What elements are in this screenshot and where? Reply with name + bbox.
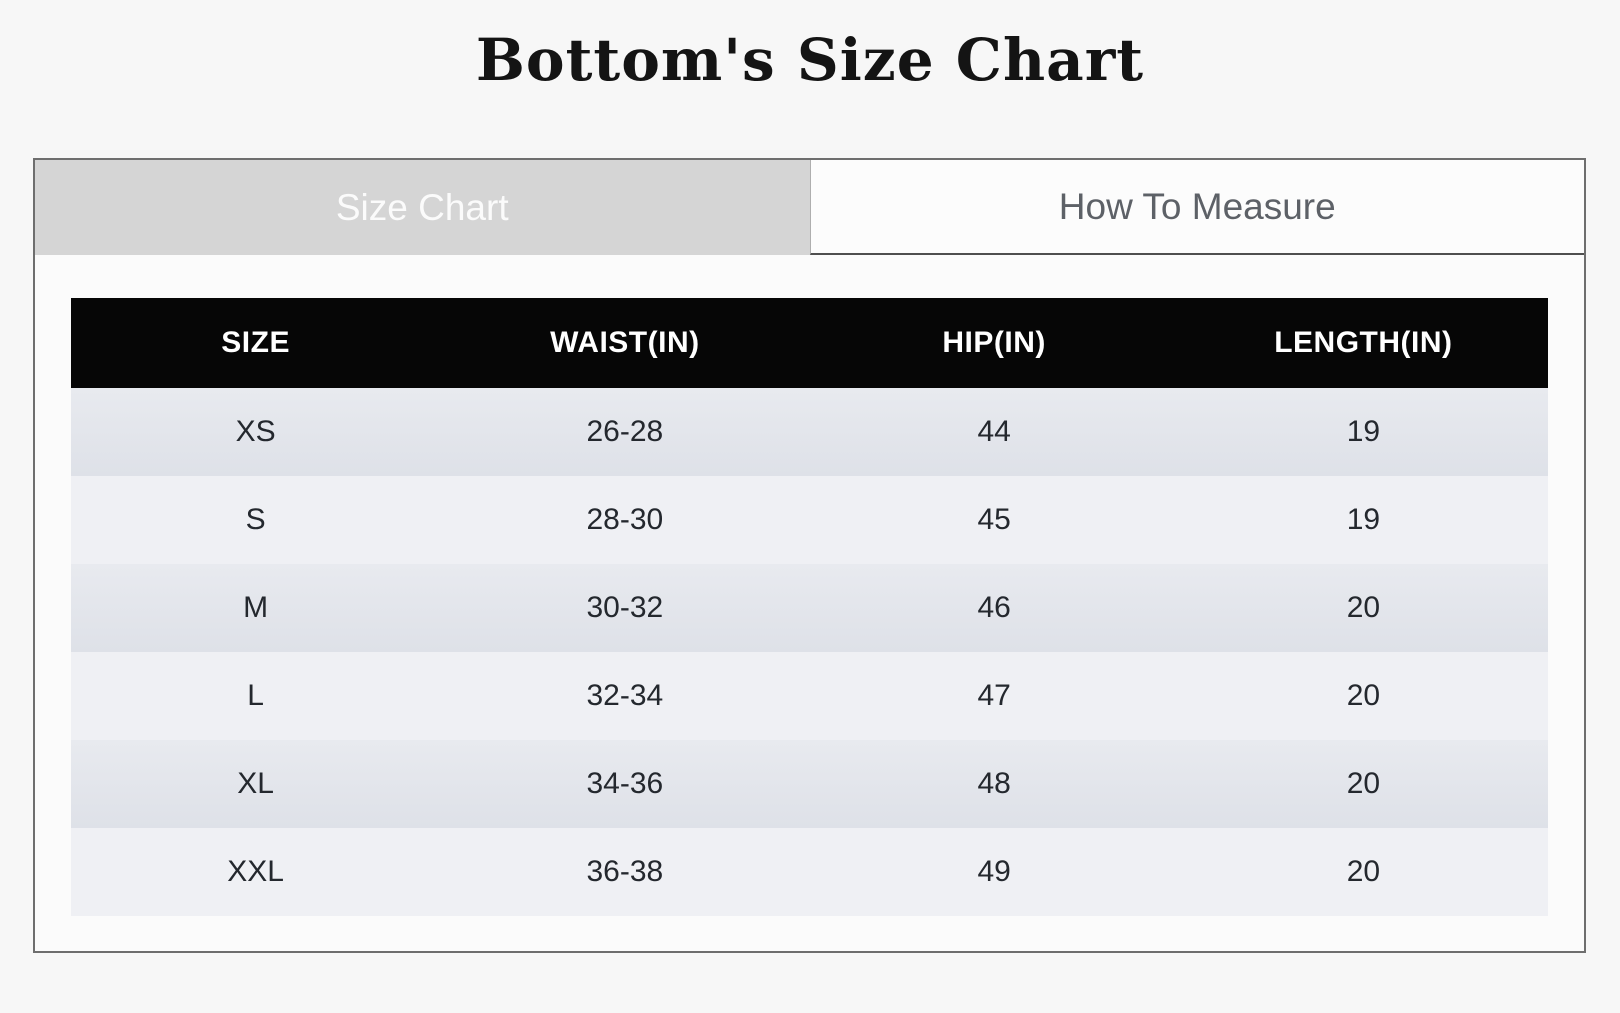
cell-waist: 34-36: [586, 767, 664, 800]
table-row: L 32-34 47 20: [71, 652, 1548, 740]
cell-length: 20: [1346, 591, 1381, 624]
tab-size-chart[interactable]: Size Chart: [35, 160, 810, 255]
tab-how-to-measure[interactable]: How To Measure: [809, 160, 1584, 255]
cell-hip: 45: [977, 503, 1011, 536]
cell-waist: 36-38: [586, 855, 664, 888]
cell-size: XXL: [227, 855, 284, 888]
table-row: M 30-32 46 20: [71, 564, 1548, 652]
cell-size: M: [243, 591, 269, 624]
cell-hip: 47: [977, 679, 1011, 712]
size-table-body: XS 26-28 44 19 S 28-30 45 19 M 30-32 46 …: [71, 388, 1548, 916]
cell-length: 19: [1346, 415, 1381, 448]
tab-size-chart-label: Size Chart: [335, 186, 509, 228]
cell-waist: 30-32: [586, 591, 664, 624]
size-chart-panel: Size Chart How To Measure SIZE WAIST(IN)…: [33, 158, 1586, 953]
header-cell-hip: HIP(IN): [942, 326, 1046, 359]
cell-hip: 46: [977, 591, 1011, 624]
cell-waist: 28-30: [586, 503, 664, 536]
cell-waist: 26-28: [586, 415, 664, 448]
cell-length: 20: [1346, 767, 1381, 800]
cell-length: 20: [1346, 679, 1381, 712]
cell-length: 19: [1346, 503, 1381, 536]
cell-size: XL: [237, 767, 274, 800]
size-table: SIZE WAIST(IN) HIP(IN) LENGTH(IN) XS 26-…: [71, 298, 1548, 916]
cell-hip: 44: [977, 415, 1011, 448]
cell-size: S: [245, 503, 266, 536]
cell-length: 20: [1346, 855, 1381, 888]
table-row: XL 34-36 48 20: [71, 740, 1548, 828]
cell-hip: 48: [977, 767, 1011, 800]
header-cell-length: LENGTH(IN): [1274, 326, 1453, 359]
header-cell-waist: WAIST(IN): [550, 326, 700, 359]
header-cell-size: SIZE: [221, 326, 290, 359]
tab-how-to-measure-label: How To Measure: [1058, 185, 1336, 227]
table-row: S 28-30 45 19: [71, 476, 1548, 564]
cell-hip: 49: [977, 855, 1011, 888]
cell-size: XS: [235, 415, 276, 448]
page-title: Bottom's Size Chart: [475, 26, 1145, 94]
cell-waist: 32-34: [586, 679, 664, 712]
table-row: XXL 36-38 49 20: [71, 828, 1548, 916]
tab-bar: Size Chart How To Measure: [35, 160, 1584, 255]
cell-size: L: [247, 679, 264, 712]
size-table-header-row: SIZE WAIST(IN) HIP(IN) LENGTH(IN): [71, 298, 1548, 388]
table-row: XS 26-28 44 19: [71, 388, 1548, 476]
